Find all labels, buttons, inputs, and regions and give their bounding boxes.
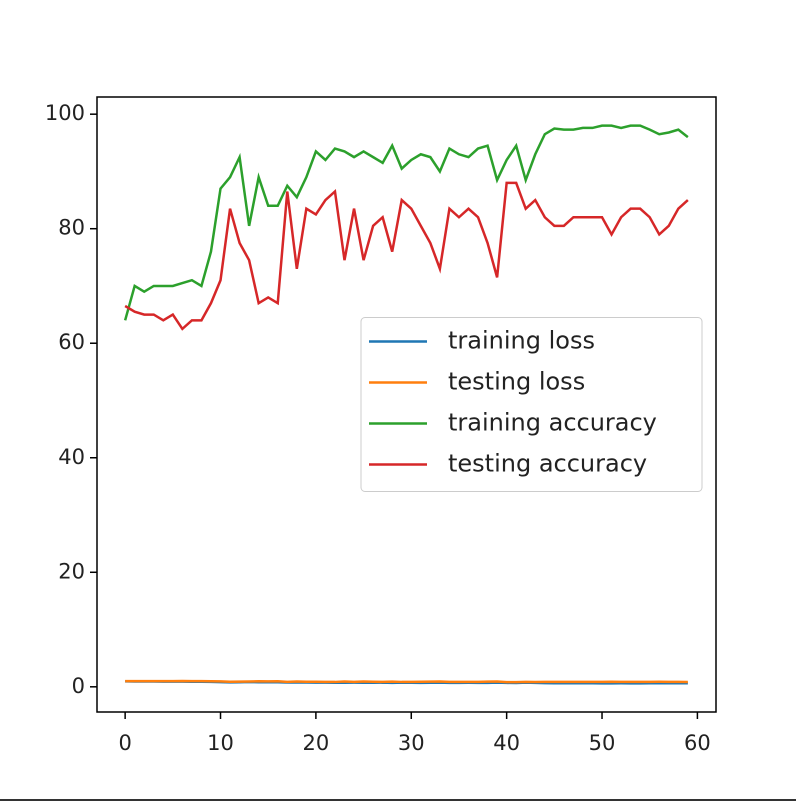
x-tick-label: 40 bbox=[493, 731, 520, 755]
line-series bbox=[124, 181, 689, 331]
axes-frame bbox=[96, 96, 717, 713]
x-tick-label: 60 bbox=[684, 731, 711, 755]
x-tick-label: 10 bbox=[207, 731, 234, 755]
x-tick-label: 0 bbox=[118, 731, 131, 755]
y-tick-label: 80 bbox=[58, 216, 85, 240]
y-tick-label: 60 bbox=[58, 330, 85, 354]
y-tick-label: 40 bbox=[58, 445, 85, 469]
line-series bbox=[125, 679, 688, 684]
x-tick-label: 30 bbox=[398, 731, 425, 755]
x-tick-label: 20 bbox=[303, 731, 330, 755]
y-tick-label: 20 bbox=[58, 559, 85, 583]
plot-area: 0 10 20 30 40 50 60 0 20 40 60 80 100 training loss te… bbox=[45, 101, 711, 755]
legend-label: training loss bbox=[448, 327, 595, 355]
legend-label: training accuracy bbox=[448, 409, 657, 437]
y-tick-label: 0 bbox=[72, 674, 85, 698]
legend-box bbox=[360, 317, 703, 492]
line-series bbox=[123, 124, 689, 321]
legend-label: testing accuracy bbox=[448, 450, 647, 478]
y-tick-label: 100 bbox=[45, 101, 85, 125]
x-tick-label: 50 bbox=[589, 731, 616, 755]
legend-label: testing loss bbox=[448, 368, 585, 396]
